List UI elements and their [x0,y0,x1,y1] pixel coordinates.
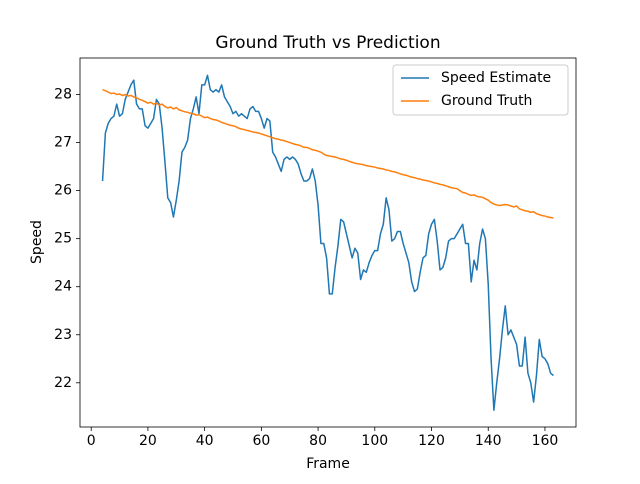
legend-box [392,64,569,116]
x-tick-label: 0 [87,433,96,449]
series-line [101,74,554,411]
chart-title: Ground Truth vs Prediction [215,33,440,53]
series-line [102,88,554,219]
y-tick-label: 27 [54,135,72,151]
y-tick-label: 24 [54,279,72,295]
y-tick-label: 23 [54,327,72,343]
x-tick-label: 160 [532,433,559,449]
axes-frame [79,57,577,428]
x-axis-label: Frame [306,456,350,472]
x-tick-label: 20 [139,433,157,449]
x-tick-label: 60 [252,433,270,449]
x-tick-label: 120 [418,433,445,449]
y-tick-label: 26 [54,183,72,199]
x-tick-label: 140 [475,433,502,449]
y-tick-label: 25 [54,231,72,247]
y-tick-label: 22 [54,375,72,391]
y-tick-label: 28 [54,87,72,103]
y-axis-label: Speed [29,220,45,264]
legend-label: Ground Truth [441,93,532,109]
x-tick-label: 80 [309,433,327,449]
x-tick-label: 100 [361,433,388,449]
legend-label: Speed Estimate [441,70,551,86]
x-tick-label: 40 [196,433,214,449]
